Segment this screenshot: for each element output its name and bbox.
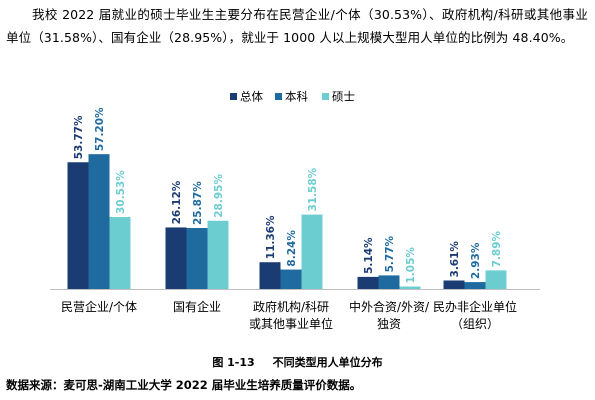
bar-4-2 xyxy=(485,270,507,289)
value-label-2-0: 11.36% xyxy=(265,215,277,259)
bar-2-2 xyxy=(301,214,323,289)
value-label-4-1: 2.93% xyxy=(470,242,482,279)
bar-2-1 xyxy=(280,269,302,289)
value-label-1-1: 25.87% xyxy=(192,181,204,225)
bar-0-0 xyxy=(67,162,89,289)
category-label-2-0: 政府机构/科研 xyxy=(253,299,329,314)
category-label-2-1: 或其他事业单位 xyxy=(249,316,333,331)
bar-3-0 xyxy=(357,276,379,289)
value-label-2-2: 31.58% xyxy=(307,167,319,211)
chart-legend: 总体 本科 硕士 xyxy=(230,90,355,104)
legend-label-0: 总体 xyxy=(240,90,263,104)
distribution-bar-chart: 总体 本科 硕士 53.77% 57.20% 30.53% 26.12% 25.87% 28.… xyxy=(50,90,540,331)
data-source-note: 数据来源：麦可思-湖南工业大学 2022 届毕业生培养质量评价数据。 xyxy=(6,378,362,392)
category-label-4-0: 民办非企业单位 xyxy=(433,299,517,314)
value-label-4-2: 7.89% xyxy=(491,230,503,267)
value-label-1-2: 28.95% xyxy=(213,174,225,218)
value-label-1-0: 26.12% xyxy=(171,180,183,224)
bar-0-2 xyxy=(109,217,131,289)
bar-3-1 xyxy=(378,275,400,289)
category-label-1-0: 国有企业 xyxy=(173,299,221,314)
value-label-2-1: 8.24% xyxy=(286,230,298,267)
category-label-3-1: 独资 xyxy=(377,317,401,331)
figure-caption: 图 1-13 不同类型用人单位分布 xyxy=(0,354,595,370)
bar-4-0 xyxy=(443,280,465,289)
value-label-3-2: 1.05% xyxy=(405,247,417,284)
value-label-0-1: 57.20% xyxy=(94,107,106,151)
chart-bars xyxy=(67,154,507,289)
legend-swatch-1 xyxy=(275,93,282,100)
figure-number: 图 1-13 xyxy=(212,356,255,369)
bar-1-0 xyxy=(165,227,187,289)
bar-1-2 xyxy=(207,220,229,289)
bar-2-0 xyxy=(259,262,281,289)
value-label-0-2: 30.53% xyxy=(115,170,127,214)
intro-paragraph: 我校 2022 届就业的硕士毕业生主要分布在民营企业/个体（30.53%）、政府… xyxy=(6,7,588,45)
bar-4-1 xyxy=(464,282,486,289)
bar-3-2 xyxy=(399,286,421,289)
bar-0-1 xyxy=(88,154,110,289)
category-label-0-0: 民营企业/个体 xyxy=(61,299,137,314)
legend-label-2: 硕士 xyxy=(332,90,355,104)
value-label-0-0: 53.77% xyxy=(73,115,85,159)
value-label-4-0: 3.61% xyxy=(449,241,461,278)
value-label-3-1: 5.77% xyxy=(384,235,396,272)
bar-1-1 xyxy=(186,228,208,289)
chart-value-labels: 53.77% 57.20% 30.53% 26.12% 25.87% 28.95% 11.3… xyxy=(73,107,503,284)
category-label-3-0: 中外合资/外资/ xyxy=(349,299,430,314)
legend-label-1: 本科 xyxy=(285,90,308,104)
legend-swatch-2 xyxy=(322,93,329,100)
legend-swatch-0 xyxy=(230,93,237,100)
value-label-3-0: 5.14% xyxy=(363,237,375,274)
figure-title: 不同类型用人单位分布 xyxy=(272,356,383,369)
category-label-4-1: （组织） xyxy=(451,317,499,331)
chart-category-labels: 民营企业/个体 国有企业 政府机构/科研或其他事业单位 中外合资/外资/独资 民办非企业… xyxy=(61,299,517,331)
